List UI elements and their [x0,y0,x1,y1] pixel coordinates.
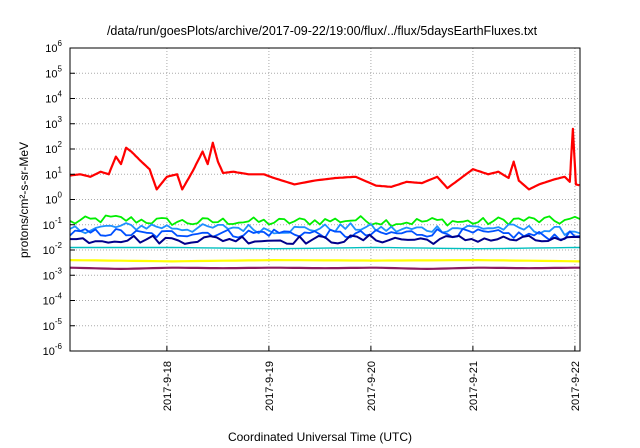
y-tick-label: 106 [45,39,62,55]
series-line [70,233,581,245]
series-line [69,214,581,228]
x-tick-label: 2017-9-22 [570,361,582,411]
series-line [69,127,580,191]
y-tick-label: 10-5 [43,317,63,333]
chart-title: /data/run/goesPlots/archive/2017-09-22/1… [107,24,538,38]
y-axis-label: protons/cm²-s-sr-MeV [17,142,31,258]
x-tick-label: 2017-9-18 [162,361,174,411]
x-axis-label: Coordinated Universal Time (UTC) [228,430,412,444]
y-tick-label: 10-2 [43,241,63,257]
y-tick-label: 102 [45,140,62,156]
tick-group: 10-6 10-5 10-4 10-3 10-2 10-1 100 101 102 103 104 1… [43,39,582,411]
x-tick-label: 2017-9-19 [264,361,276,411]
x-tick-label: 2017-9-20 [366,361,378,411]
y-tick-label: 10-6 [43,342,63,358]
series-line [70,246,581,250]
series-group [69,127,581,270]
y-tick-label: 100 [45,191,62,207]
series-line [69,266,580,270]
y-tick-label: 10-4 [43,292,63,308]
y-tick-label: 103 [45,115,62,131]
x-tick-label: 2017-9-21 [468,361,480,411]
series-line [69,259,581,263]
y-tick-label: 101 [45,165,62,181]
y-tick-label: 10-3 [43,266,63,282]
y-tick-label: 10-1 [43,216,63,232]
plot-frame [69,47,581,352]
y-tick-label: 105 [45,64,62,80]
y-tick-label: 104 [45,90,62,106]
series-line [69,222,581,236]
